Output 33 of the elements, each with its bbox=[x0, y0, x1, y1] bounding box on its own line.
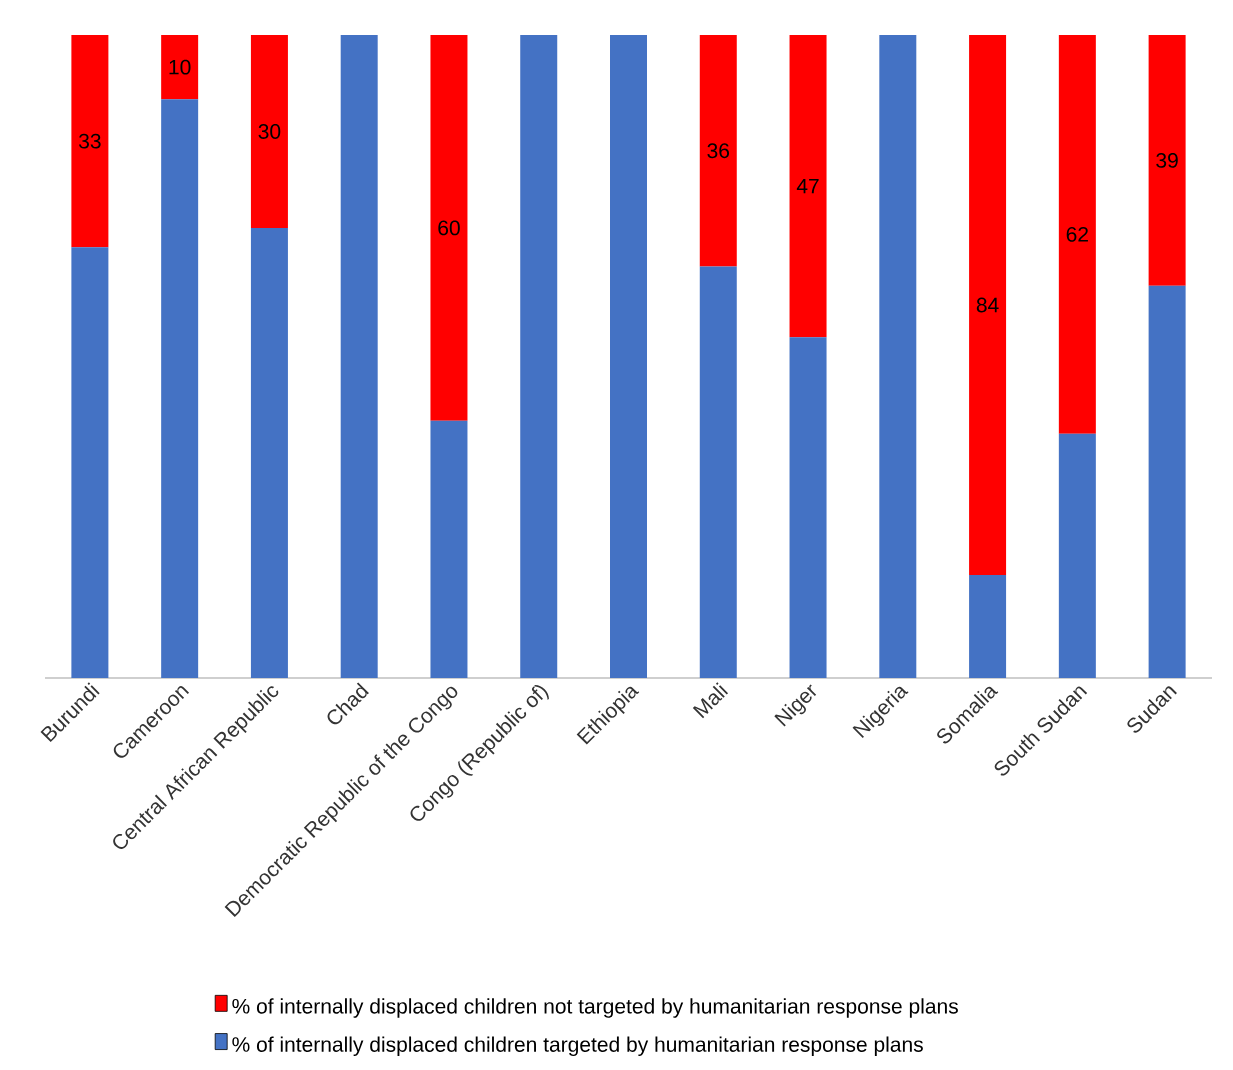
bar bbox=[520, 34, 558, 678]
bar bbox=[161, 99, 199, 678]
data-label: 84 bbox=[976, 297, 999, 313]
bar bbox=[71, 34, 109, 248]
bar bbox=[340, 34, 378, 678]
bar bbox=[1148, 285, 1186, 678]
bar bbox=[1148, 34, 1186, 286]
bar bbox=[699, 266, 737, 678]
legend-label: % of internally displaced children not targeted by humanitarian response plans bbox=[232, 998, 958, 1018]
bar bbox=[430, 420, 468, 678]
data-label: 47 bbox=[796, 178, 819, 194]
bar bbox=[879, 34, 917, 678]
bar bbox=[250, 34, 288, 228]
bar bbox=[71, 247, 109, 678]
data-label: 60 bbox=[438, 220, 460, 236]
data-label: 36 bbox=[707, 143, 730, 159]
bar bbox=[1058, 34, 1096, 434]
data-label: 62 bbox=[1066, 226, 1088, 242]
bar bbox=[430, 34, 468, 421]
legend-label: % of internally displaced children targeted by humanitarian response plans bbox=[232, 1036, 923, 1057]
data-label: 10 bbox=[169, 59, 191, 75]
bar bbox=[789, 34, 827, 338]
bar bbox=[969, 34, 1007, 576]
bar bbox=[789, 337, 827, 678]
data-label: 30 bbox=[258, 124, 281, 139]
bar bbox=[250, 227, 288, 678]
bar bbox=[610, 34, 647, 678]
bar bbox=[161, 34, 199, 100]
bar bbox=[969, 575, 1007, 678]
bar bbox=[699, 34, 737, 267]
data-label: 33 bbox=[78, 133, 101, 149]
bar bbox=[1058, 433, 1096, 678]
data-label: 39 bbox=[1156, 152, 1178, 168]
